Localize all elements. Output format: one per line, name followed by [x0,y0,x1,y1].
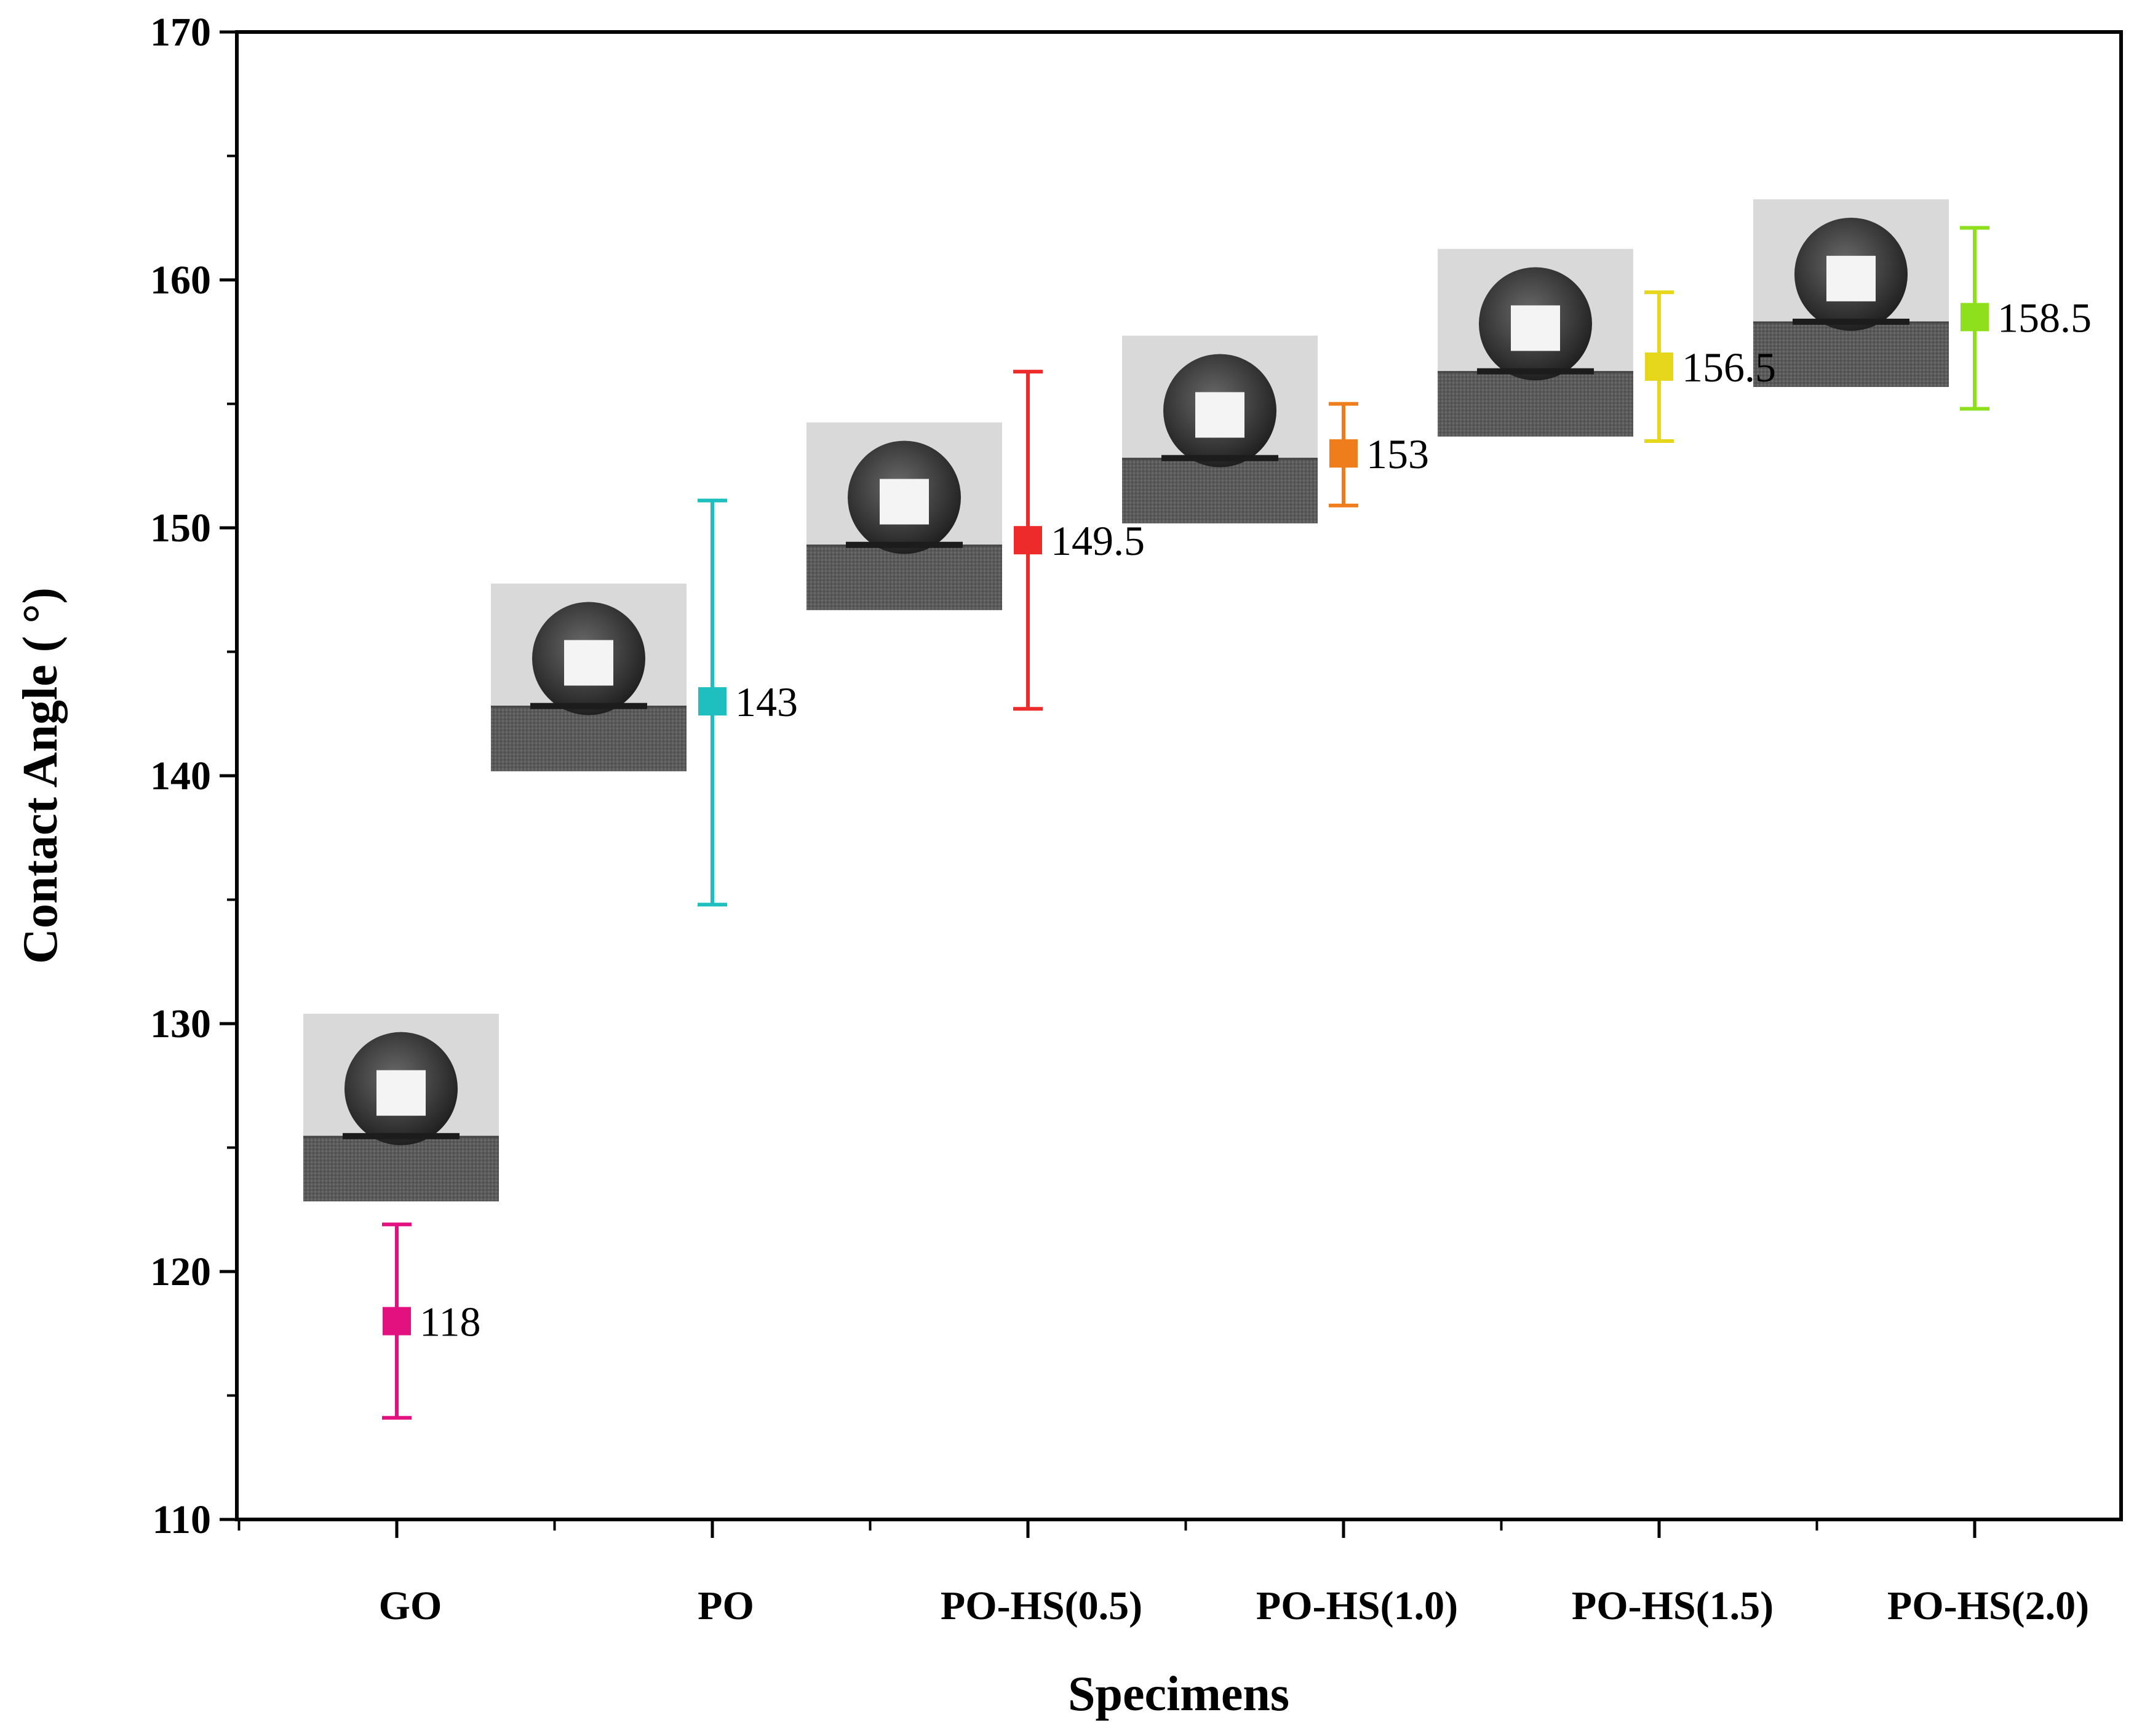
y-tick-label: 150 [150,506,211,551]
droplet-highlight [376,1070,426,1116]
x-tick-label: PO [698,1583,754,1628]
x-axis-title: Specimens [1068,1667,1289,1721]
data-point [698,687,727,716]
x-tick-label: PO-HS(1.5) [1572,1583,1774,1628]
droplet-photo [491,583,687,771]
data-markers [383,303,1989,1336]
data-labels: 118 143 149.5 153 156.5 158.5 [420,294,2092,1345]
y-axis-title: Contact Angle ( °) [14,587,68,964]
droplet-photo [1753,199,1949,388]
y-tick-label: 120 [150,1249,211,1294]
droplet-photo [1122,335,1318,524]
droplet-highlight [1511,305,1560,351]
data-point [1329,439,1358,468]
y-tick-label: 170 [150,10,211,55]
photo-substrate [1122,458,1318,524]
y-tick-label: 160 [150,258,211,303]
droplet-photos [303,199,1949,1201]
droplet-shadow [846,541,963,548]
droplet-shadow [1477,368,1594,375]
photo-substrate [806,545,1002,610]
data-label: 143 [735,679,798,725]
x-tick-label: PO-HS(2.0) [1887,1583,2089,1628]
droplet-shadow [1793,319,1909,325]
x-tick-label: PO-HS(0.5) [941,1583,1142,1628]
y-axis-ticks: 110 120 130 140 150 160 170 [150,10,237,1542]
photo-substrate [491,706,687,771]
data-label: 156.5 [1682,344,1776,391]
data-label: 149.5 [1051,517,1145,564]
data-point [383,1307,411,1336]
y-tick-label: 110 [153,1497,211,1542]
data-point [1645,352,1673,381]
droplet-photo [1438,249,1633,437]
y-tick-label: 140 [150,754,211,798]
data-label: 158.5 [1997,294,2092,341]
x-axis-ticks: GO PO PO-HS(0.5) PO-HS(1.0) PO-HS(1.5) PO-HS(… [237,1519,2089,1628]
droplet-photo [806,422,1002,610]
x-tick-label: PO-HS(1.0) [1256,1583,1458,1628]
droplet-shadow [343,1133,460,1139]
droplet-highlight [1826,255,1876,301]
data-point [1014,526,1042,555]
y-tick-label: 130 [150,1001,211,1046]
photo-substrate [1753,322,1949,388]
droplet-shadow [530,703,647,709]
photo-substrate [303,1136,499,1201]
photo-substrate [1438,372,1633,437]
droplet-highlight [1195,392,1244,438]
data-label: 153 [1366,431,1429,477]
droplet-shadow [1161,455,1278,461]
droplet-highlight [564,640,613,686]
droplet-highlight [880,479,929,525]
droplet-photo [303,1013,499,1201]
data-label: 118 [420,1299,480,1345]
x-tick-label: GO [379,1583,442,1628]
data-point [1961,303,1989,332]
